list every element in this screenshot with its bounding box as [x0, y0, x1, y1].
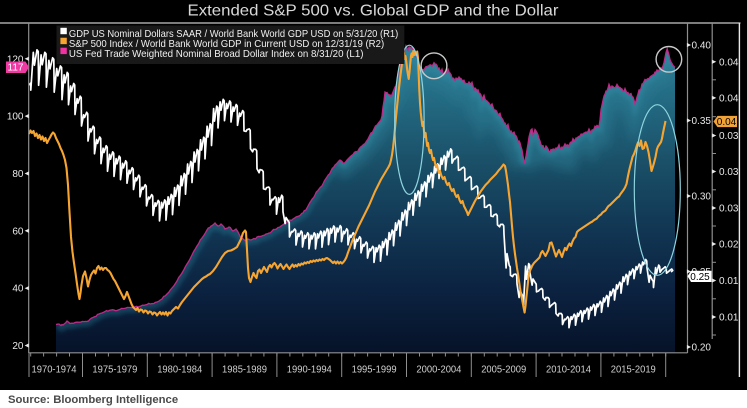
svg-text:0.04: 0.04 [717, 117, 737, 128]
svg-text:0.30: 0.30 [692, 192, 712, 203]
svg-text:100: 100 [7, 112, 24, 123]
svg-text:2005-2009: 2005-2009 [481, 365, 526, 376]
svg-text:2000-2004: 2000-2004 [416, 365, 461, 376]
svg-text:117: 117 [8, 63, 24, 74]
svg-text:0.01: 0.01 [719, 313, 739, 324]
svg-text:GDP US Nominal Dollars SAAR /: GDP US Nominal Dollars SAAR / World Bank… [69, 29, 398, 40]
svg-text:Source: Bloomberg Intelligence: Source: Bloomberg Intelligence [8, 394, 178, 406]
svg-text:0.35: 0.35 [692, 116, 712, 127]
svg-text:80: 80 [12, 169, 24, 180]
svg-text:0.25: 0.25 [690, 272, 710, 283]
svg-text:1970-1974: 1970-1974 [32, 365, 77, 376]
svg-text:US Fed Trade Weighted Nominal: US Fed Trade Weighted Nominal Broad Doll… [69, 49, 364, 60]
svg-text:Extended S&P 500 vs. Global GD: Extended S&P 500 vs. Global GDP and the … [188, 3, 560, 20]
svg-text:2010-2014: 2010-2014 [546, 365, 591, 376]
svg-text:1975-1979: 1975-1979 [92, 365, 137, 376]
svg-text:0.40: 0.40 [692, 41, 712, 52]
svg-text:60: 60 [12, 226, 24, 237]
svg-text:2015-2019: 2015-2019 [611, 365, 656, 376]
svg-text:0.02: 0.02 [719, 240, 739, 251]
svg-text:20: 20 [12, 341, 24, 352]
svg-text:1985-1989: 1985-1989 [222, 365, 267, 376]
svg-text:S&P 500 Index / World Bank Wor: S&P 500 Index / World Bank World GDP in … [69, 39, 384, 50]
svg-text:0.03: 0.03 [719, 167, 739, 178]
svg-text:1995-1999: 1995-1999 [352, 365, 397, 376]
svg-text:0.01: 0.01 [719, 276, 739, 287]
svg-text:0.03: 0.03 [719, 204, 739, 215]
svg-text:1980-1984: 1980-1984 [157, 365, 202, 376]
svg-text:0.03: 0.03 [719, 131, 739, 142]
svg-text:1990-1994: 1990-1994 [287, 365, 332, 376]
svg-text:120: 120 [7, 54, 24, 65]
svg-text:0.04: 0.04 [719, 93, 739, 104]
svg-text:0.20: 0.20 [692, 343, 712, 354]
svg-text:0.04: 0.04 [719, 57, 739, 68]
svg-text:40: 40 [12, 284, 24, 295]
